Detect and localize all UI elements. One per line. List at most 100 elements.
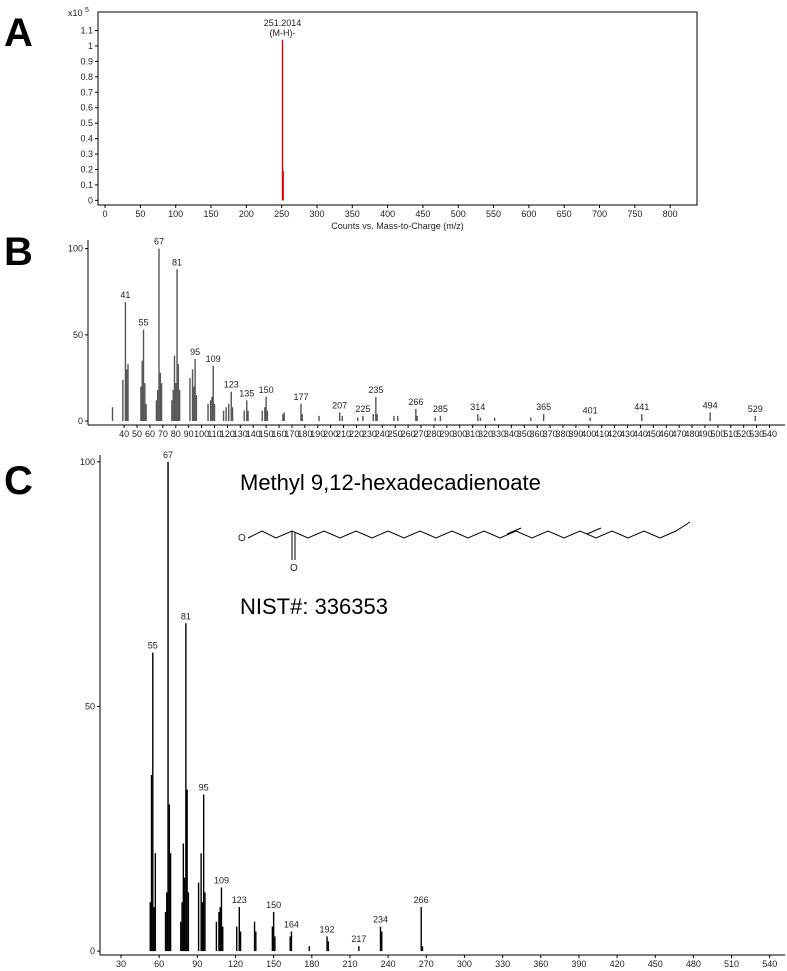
peak-label: 285 (433, 404, 448, 414)
peak-label: 55 (138, 318, 148, 328)
x-tick-label: 510 (723, 429, 738, 439)
atom-label: O (290, 563, 298, 574)
x-tick-label: 80 (171, 429, 181, 439)
y-tick-label: 0 (90, 946, 95, 956)
x-tick-label: 540 (762, 429, 777, 439)
nist-number: NIST#: 336353 (240, 594, 388, 619)
x-tick-label: 30 (116, 959, 126, 969)
peak-label: 95 (199, 783, 209, 793)
plot-frame (97, 11, 698, 206)
x-tick-label: 270 (413, 429, 428, 439)
x-tick-label: 400 (380, 209, 395, 219)
x-tick-label: 700 (592, 209, 607, 219)
x-tick-label: 200 (323, 429, 338, 439)
x-tick-label: 150 (259, 429, 274, 439)
x-tick-label: 490 (697, 429, 712, 439)
x-tick-label: 120 (228, 959, 243, 969)
x-tick-label: 450 (415, 209, 430, 219)
x-tick-label: 480 (685, 429, 700, 439)
x-tick-label: 420 (607, 429, 622, 439)
x-tick-label: 300 (309, 209, 324, 219)
x-tick-label: 320 (478, 429, 493, 439)
x-tick-label: 140 (246, 429, 261, 439)
y-tick-label: 0.3 (80, 149, 93, 159)
x-tick-label: 150 (204, 209, 219, 219)
x-tick-label: 350 (517, 429, 532, 439)
x-tick-label: 330 (495, 959, 510, 969)
x-tick-label: 260 (401, 429, 416, 439)
x-tick-label: 400 (581, 429, 596, 439)
y-tick-label: 0 (78, 416, 83, 426)
y-tick-label: 1.1 (80, 26, 93, 36)
x-tick-label: 480 (686, 959, 701, 969)
peak-label: 177 (293, 392, 308, 402)
peak-label: 67 (163, 450, 173, 460)
peak-label: 150 (266, 900, 281, 910)
panel-label: C (4, 459, 33, 503)
peak-label: 135 (239, 388, 254, 398)
x-tick-label: 390 (568, 429, 583, 439)
x-tick-label: 190 (310, 429, 325, 439)
y-tick-label: 0.4 (80, 134, 93, 144)
x-tick-label: 470 (672, 429, 687, 439)
peak-label: 41 (120, 290, 130, 300)
peak-label: 235 (368, 385, 383, 395)
x-tick-label: 450 (648, 959, 663, 969)
x-tick-label: 290 (439, 429, 454, 439)
x-tick-label: 180 (297, 429, 312, 439)
peak-label: 123 (232, 895, 247, 905)
peak-label: 81 (181, 611, 191, 621)
x-tick-label: 530 (749, 429, 764, 439)
x-tick-label: 110 (207, 429, 221, 439)
ion-label: (M-H)- (270, 28, 296, 38)
x-tick-label: 650 (557, 209, 572, 219)
x-tick-label: 240 (375, 429, 390, 439)
y-tick-label: 100 (68, 244, 83, 254)
peak-label: 55 (148, 641, 158, 651)
x-tick-label: 100 (194, 429, 209, 439)
y-tick-label: 100 (80, 457, 95, 467)
peak-label: 109 (214, 875, 229, 885)
x-tick-label: 90 (184, 429, 194, 439)
y-tick-label: 0.8 (80, 72, 93, 82)
x-tick-label: 220 (349, 429, 364, 439)
x-tick-label: 40 (119, 429, 129, 439)
y-tick-label: 50 (85, 701, 95, 711)
x-tick-label: 230 (362, 429, 377, 439)
y-tick-label: 0.5 (80, 118, 93, 128)
peak-label: 150 (259, 385, 274, 395)
peak-label: 95 (190, 347, 200, 357)
x-tick-label: 360 (530, 429, 545, 439)
peak-label: 81 (172, 257, 182, 267)
y-multiplier-exponent: 5 (85, 7, 89, 14)
x-tick-label: 430 (620, 429, 635, 439)
x-tick-label: 370 (543, 429, 558, 439)
x-tick-label: 300 (457, 959, 472, 969)
peak-label: 365 (536, 402, 551, 412)
x-tick-label: 330 (491, 429, 506, 439)
y-tick-label: 0.9 (80, 56, 93, 66)
x-tick-label: 460 (659, 429, 674, 439)
x-tick-label: 90 (192, 959, 202, 969)
x-tick-label: 100 (168, 209, 183, 219)
x-tick-label: 150 (266, 959, 281, 969)
x-tick-label: 180 (304, 959, 319, 969)
x-tick-label: 300 (452, 429, 467, 439)
x-axis-title: Counts vs. Mass-to-Charge (m/z) (331, 221, 464, 231)
x-tick-label: 240 (381, 959, 396, 969)
y-tick-label: 1 (88, 41, 93, 51)
x-tick-label: 340 (504, 429, 519, 439)
x-tick-label: 360 (533, 959, 548, 969)
x-tick-label: 160 (272, 429, 287, 439)
x-tick-label: 450 (646, 429, 661, 439)
peak-label: 401 (583, 406, 598, 416)
x-tick-label: 50 (135, 209, 145, 219)
peak-label: 314 (470, 402, 485, 412)
y-tick-label: 0.6 (80, 103, 93, 113)
x-tick-label: 520 (736, 429, 751, 439)
peak-label: 529 (748, 404, 763, 414)
peak-label: 217 (351, 934, 366, 944)
y-tick-label: 0 (88, 195, 93, 205)
y-multiplier: x10 (68, 8, 83, 18)
x-tick-label: 800 (663, 209, 678, 219)
